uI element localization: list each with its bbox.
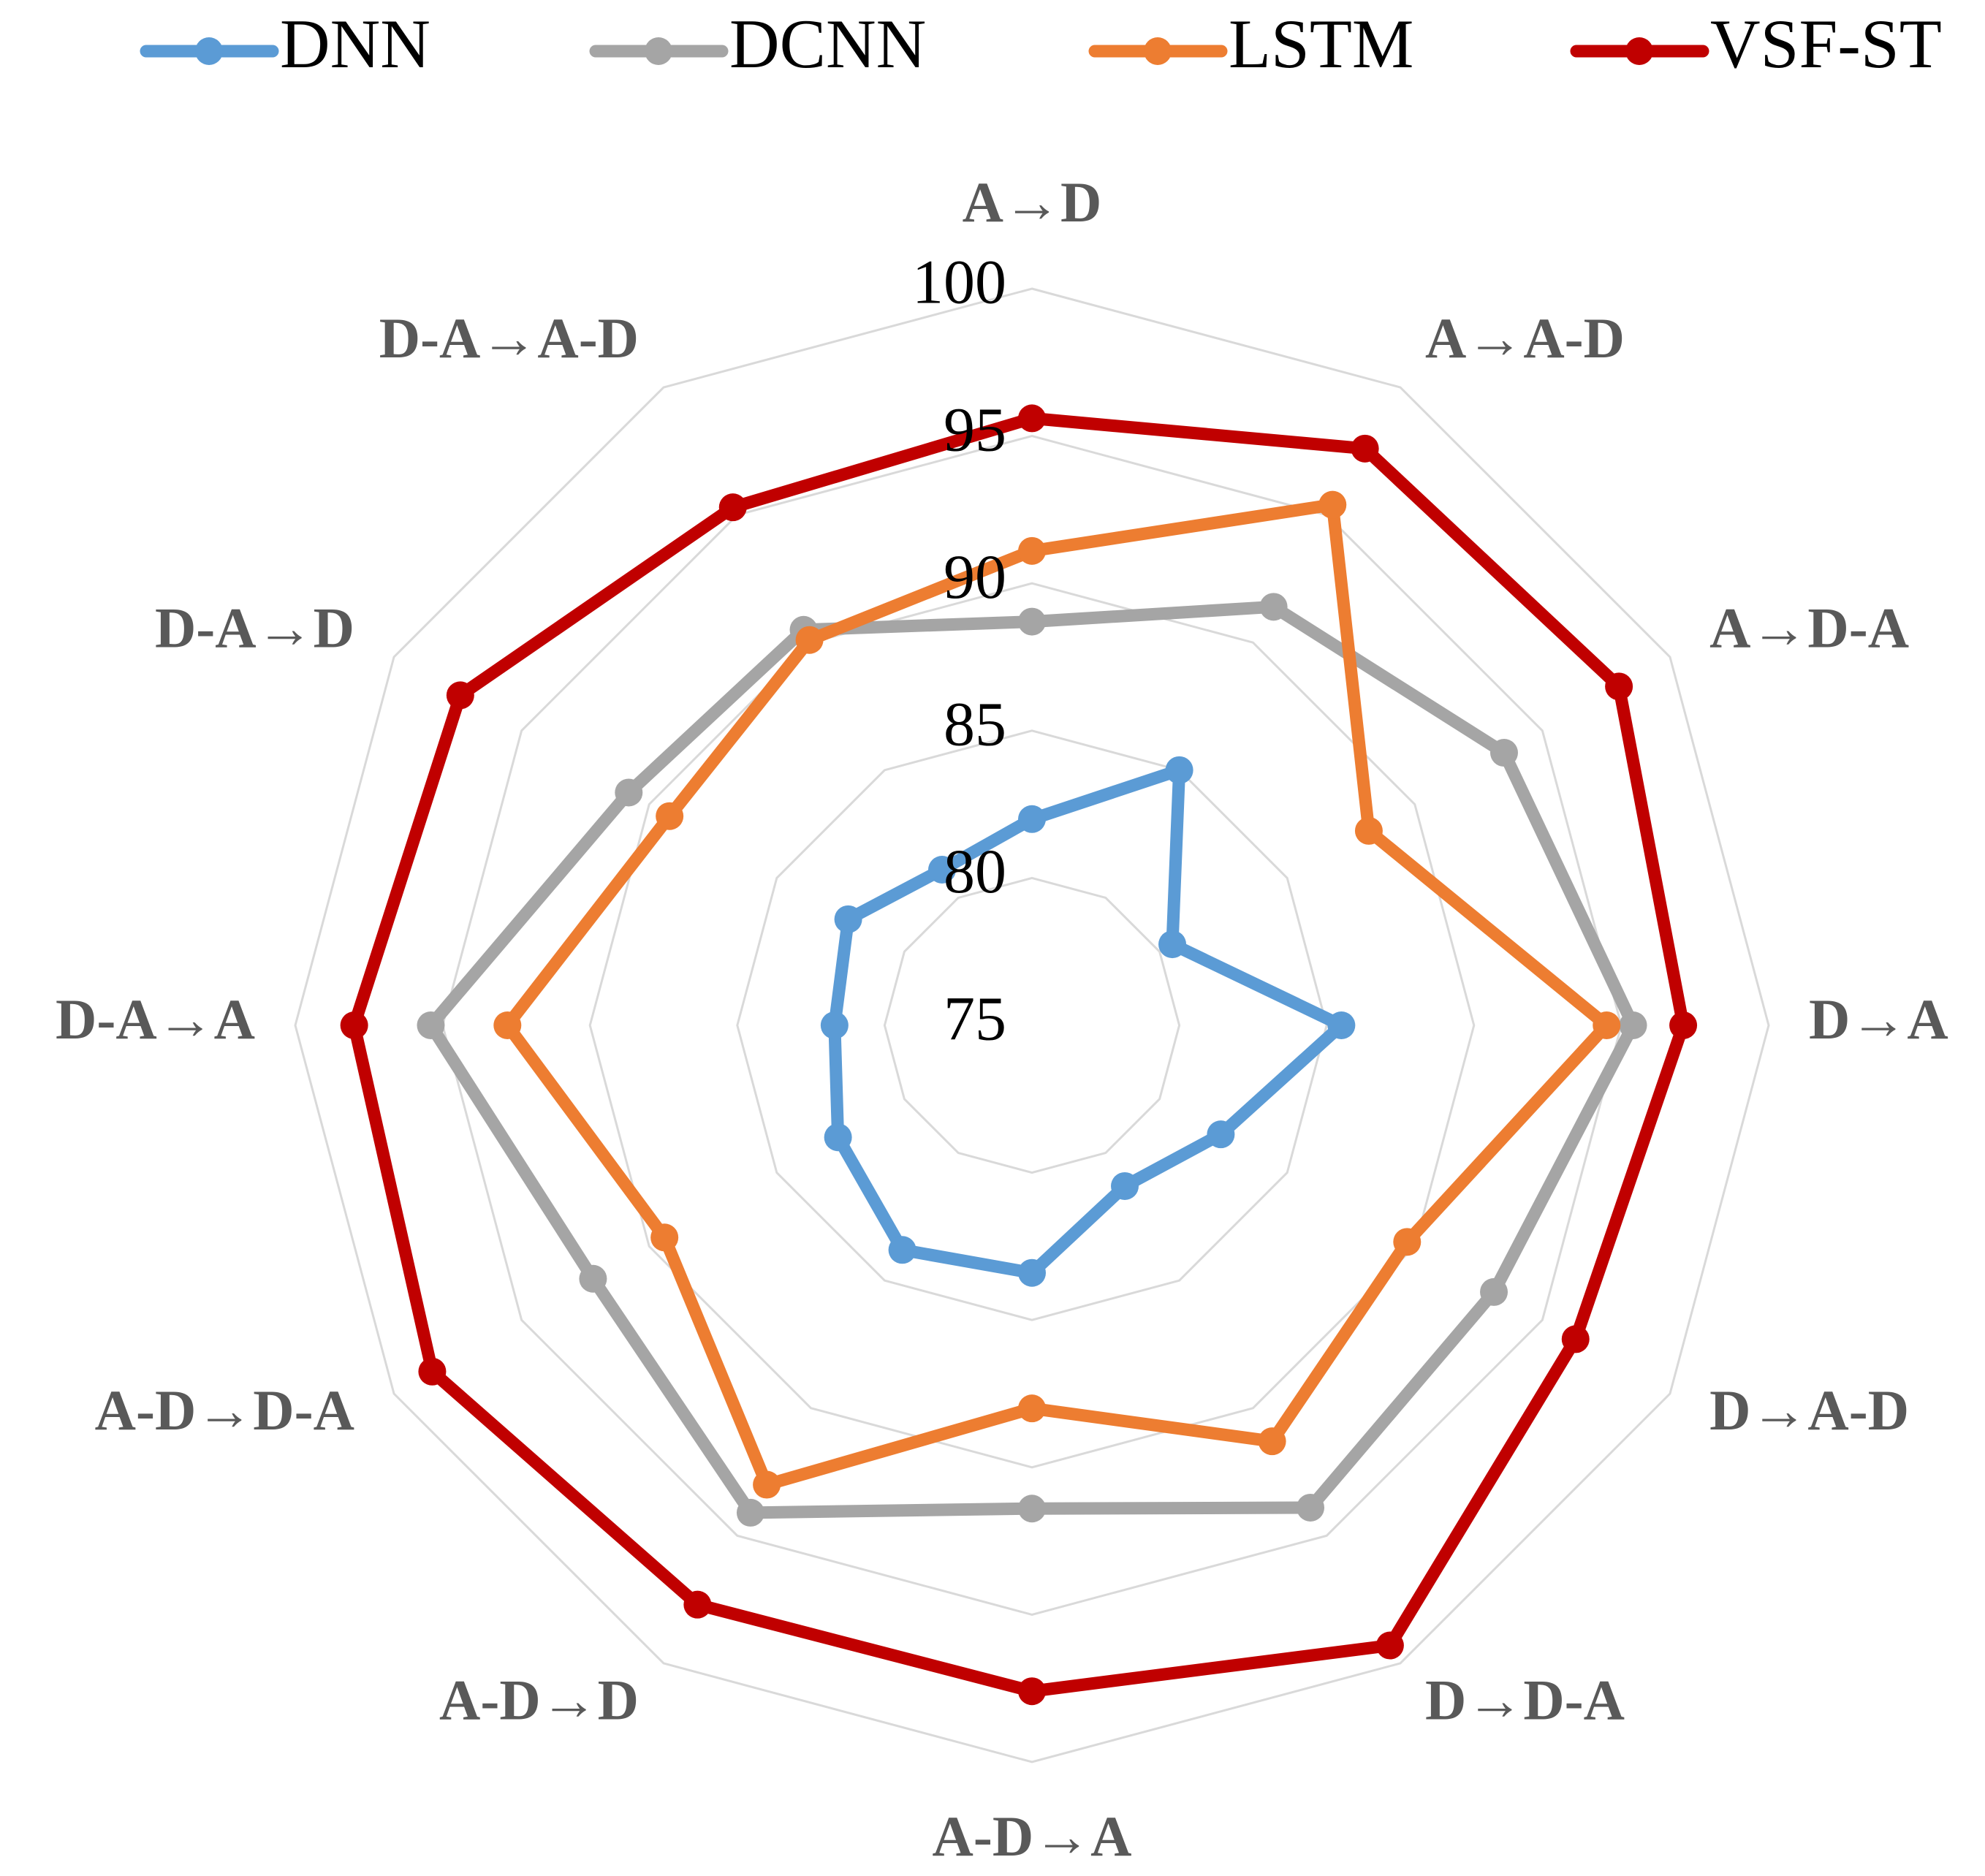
data-point [1318, 490, 1347, 519]
data-point [1018, 805, 1046, 833]
legend-item: DCNN [589, 5, 926, 83]
data-point [683, 1590, 712, 1619]
data-point [340, 1011, 368, 1039]
data-point [1207, 1120, 1235, 1149]
data-point [718, 493, 747, 522]
series-line [501, 498, 1613, 1491]
r-tick-label: 95 [944, 394, 1006, 464]
data-point [1259, 593, 1288, 621]
data-point [1111, 1171, 1139, 1200]
legend-label: VSF-ST [1710, 5, 1942, 83]
data-point [493, 1011, 522, 1039]
data-point [1018, 607, 1046, 636]
data-point [1165, 756, 1193, 784]
legend-marker [645, 37, 672, 65]
category-label: A-D→D [439, 1668, 639, 1732]
data-point [1605, 672, 1633, 701]
grid-ring [736, 729, 1328, 1321]
category-label: D-A→D [155, 596, 354, 660]
data-point [1375, 1631, 1404, 1660]
category-label: A→D [963, 170, 1102, 234]
data-point [417, 1011, 445, 1039]
data-point [1669, 1011, 1698, 1039]
data-point [1258, 1427, 1286, 1456]
data-point [1354, 816, 1383, 845]
category-label: A→D-A [1709, 596, 1909, 660]
category-label: D→A-D [1709, 1378, 1909, 1442]
data-point [656, 802, 684, 830]
data-point [736, 1498, 764, 1527]
r-tick-label: 75 [944, 984, 1006, 1054]
data-point [1018, 1495, 1046, 1523]
category-label: D-A→A [56, 987, 255, 1051]
r-tick-label: 90 [944, 542, 1006, 612]
grid-ring [588, 582, 1476, 1469]
series-line [348, 411, 1690, 1698]
data-point [1018, 1394, 1046, 1423]
legend-label: LSTM [1229, 5, 1413, 83]
category-label: A-D→D-A [95, 1378, 354, 1442]
category-label: A-D→A [933, 1804, 1132, 1868]
data-point [1018, 1258, 1046, 1287]
legend-item: VSF-ST [1570, 5, 1942, 83]
data-point [418, 1357, 447, 1386]
data-point [928, 855, 957, 884]
data-point [1619, 1011, 1647, 1039]
data-point [795, 626, 824, 654]
data-point [650, 1223, 679, 1252]
data-point [1158, 930, 1187, 959]
data-point [615, 778, 643, 807]
data-point [1018, 536, 1046, 565]
series-line [425, 600, 1639, 1519]
legend-item: LSTM [1088, 5, 1413, 83]
data-point [1593, 1011, 1621, 1039]
data-point [446, 681, 474, 710]
legend-marker [1625, 37, 1653, 65]
category-label: D→A [1809, 987, 1948, 1051]
series-line [828, 764, 1348, 1280]
data-point [1480, 1277, 1508, 1306]
data-point [824, 1123, 852, 1152]
data-point [1561, 1325, 1590, 1353]
r-tick-label: 80 [944, 836, 1006, 906]
legend-marker [1144, 37, 1172, 65]
category-label: A→A-D [1425, 306, 1625, 370]
grid-ring [294, 287, 1770, 1763]
legend-item: DNN [140, 5, 430, 83]
data-point [888, 1236, 916, 1264]
data-point [834, 905, 862, 933]
legend-label: DNN [280, 5, 430, 83]
legend-label: DCNN [729, 5, 926, 83]
data-point [1018, 404, 1046, 433]
data-point [1351, 434, 1379, 463]
data-point [820, 1011, 849, 1039]
grid-ring [883, 876, 1181, 1174]
data-point [1297, 1493, 1325, 1522]
legend-marker [195, 37, 223, 65]
grid-ring [441, 435, 1622, 1616]
data-point [1018, 1677, 1046, 1706]
data-point [1327, 1011, 1356, 1039]
data-point [1489, 739, 1518, 767]
category-label: D-A→A-D [379, 306, 639, 370]
r-tick-label: 100 [912, 247, 1006, 317]
data-point [579, 1264, 607, 1293]
data-point [1393, 1228, 1422, 1256]
category-label: D→D-A [1425, 1668, 1625, 1732]
data-point [753, 1470, 781, 1499]
r-tick-label: 85 [944, 689, 1006, 759]
